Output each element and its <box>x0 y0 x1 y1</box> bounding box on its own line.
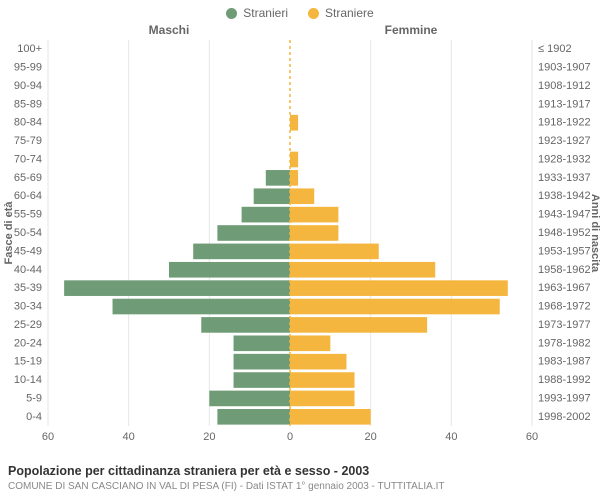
bar-female <box>290 170 298 186</box>
age-label: 85-89 <box>14 98 42 110</box>
year-label: 1988-1992 <box>538 374 591 386</box>
header-male: Maschi <box>149 23 190 37</box>
bar-female <box>290 354 346 370</box>
x-tick-left: 60 <box>42 431 54 443</box>
x-tick-right: 20 <box>365 431 377 443</box>
bar-male <box>201 317 290 333</box>
bar-female <box>290 225 338 241</box>
age-label: 5-9 <box>26 392 42 404</box>
bar-female <box>290 244 379 260</box>
age-label: 65-69 <box>14 172 42 184</box>
age-label: 100+ <box>17 43 42 55</box>
x-tick-right: 40 <box>445 431 457 443</box>
bar-male <box>234 335 290 351</box>
x-tick-right: 60 <box>526 431 538 443</box>
year-label: 1998-2002 <box>538 411 591 423</box>
year-label: 1903-1907 <box>538 62 591 74</box>
bar-male <box>217 409 290 425</box>
legend-male-label: Stranieri <box>243 6 288 20</box>
age-label: 35-39 <box>14 282 42 294</box>
age-label: 20-24 <box>14 337 42 349</box>
left-axis-title: Fasce di età <box>3 201 15 265</box>
chart-title: Popolazione per cittadinanza straniera p… <box>8 464 369 478</box>
right-axis-title: Anni di nascita <box>589 194 600 273</box>
year-label: 1918-1922 <box>538 117 591 129</box>
age-label: 10-14 <box>14 374 42 386</box>
legend-male-swatch <box>226 8 237 19</box>
age-label: 70-74 <box>14 153 42 165</box>
bar-female <box>290 335 330 351</box>
year-label: 1978-1982 <box>538 337 591 349</box>
bar-female <box>290 391 355 407</box>
bar-female <box>290 115 298 131</box>
age-label: 50-54 <box>14 227 42 239</box>
year-label: 1933-1937 <box>538 172 591 184</box>
bar-male <box>242 207 290 223</box>
year-label: ≤ 1902 <box>538 43 572 55</box>
age-label: 30-34 <box>14 301 42 313</box>
legend-male: Stranieri <box>226 6 288 20</box>
bar-female <box>290 299 500 315</box>
bar-female <box>290 207 338 223</box>
age-label: 80-84 <box>14 117 42 129</box>
year-label: 1928-1932 <box>538 153 591 165</box>
year-label: 1913-1917 <box>538 98 591 110</box>
bar-male <box>193 244 290 260</box>
x-tick-left: 20 <box>203 431 215 443</box>
bar-male <box>64 280 290 296</box>
bar-female <box>290 280 508 296</box>
age-label: 15-19 <box>14 356 42 368</box>
pyramid-chart: Maschi Femmine 20 20 40 40 60 60 0 0-4 1998-2002 5-… <box>0 20 600 452</box>
bar-male <box>234 354 290 370</box>
bar-male <box>266 170 290 186</box>
bar-female <box>290 152 298 168</box>
year-label: 1983-1987 <box>538 356 591 368</box>
age-label: 90-94 <box>14 80 42 92</box>
age-label: 55-59 <box>14 209 42 221</box>
header-female: Femmine <box>385 23 438 37</box>
age-label: 45-49 <box>14 245 42 257</box>
year-label: 1948-1952 <box>538 227 591 239</box>
legend-female-swatch <box>308 8 319 19</box>
year-label: 1958-1962 <box>538 264 591 276</box>
bar-male <box>169 262 290 278</box>
year-label: 1943-1947 <box>538 209 591 221</box>
bar-female <box>290 262 435 278</box>
age-label: 60-64 <box>14 190 42 202</box>
age-label: 95-99 <box>14 62 42 74</box>
bar-female <box>290 372 355 388</box>
year-label: 1968-1972 <box>538 301 591 313</box>
bar-male <box>234 372 290 388</box>
year-label: 1973-1977 <box>538 319 591 331</box>
bar-male <box>217 225 290 241</box>
bar-female <box>290 188 314 204</box>
chart-subtitle: COMUNE DI SAN CASCIANO IN VAL DI PESA (F… <box>8 481 445 492</box>
bar-male <box>254 188 290 204</box>
year-label: 1923-1927 <box>538 135 591 147</box>
bar-male <box>113 299 290 315</box>
legend-female: Straniere <box>308 6 374 20</box>
x-tick-zero: 0 <box>287 431 293 443</box>
bar-female <box>290 409 371 425</box>
age-label: 25-29 <box>14 319 42 331</box>
x-tick-left: 40 <box>123 431 135 443</box>
year-label: 1993-1997 <box>538 392 591 404</box>
legend-female-label: Straniere <box>325 6 374 20</box>
year-label: 1908-1912 <box>538 80 591 92</box>
year-label: 1938-1942 <box>538 190 591 202</box>
bar-female <box>290 317 427 333</box>
age-label: 0-4 <box>26 411 42 423</box>
legend: Stranieri Straniere <box>0 0 600 20</box>
age-label: 40-44 <box>14 264 42 276</box>
year-label: 1953-1957 <box>538 245 591 257</box>
bar-male <box>209 391 290 407</box>
year-label: 1963-1967 <box>538 282 591 294</box>
age-label: 75-79 <box>14 135 42 147</box>
